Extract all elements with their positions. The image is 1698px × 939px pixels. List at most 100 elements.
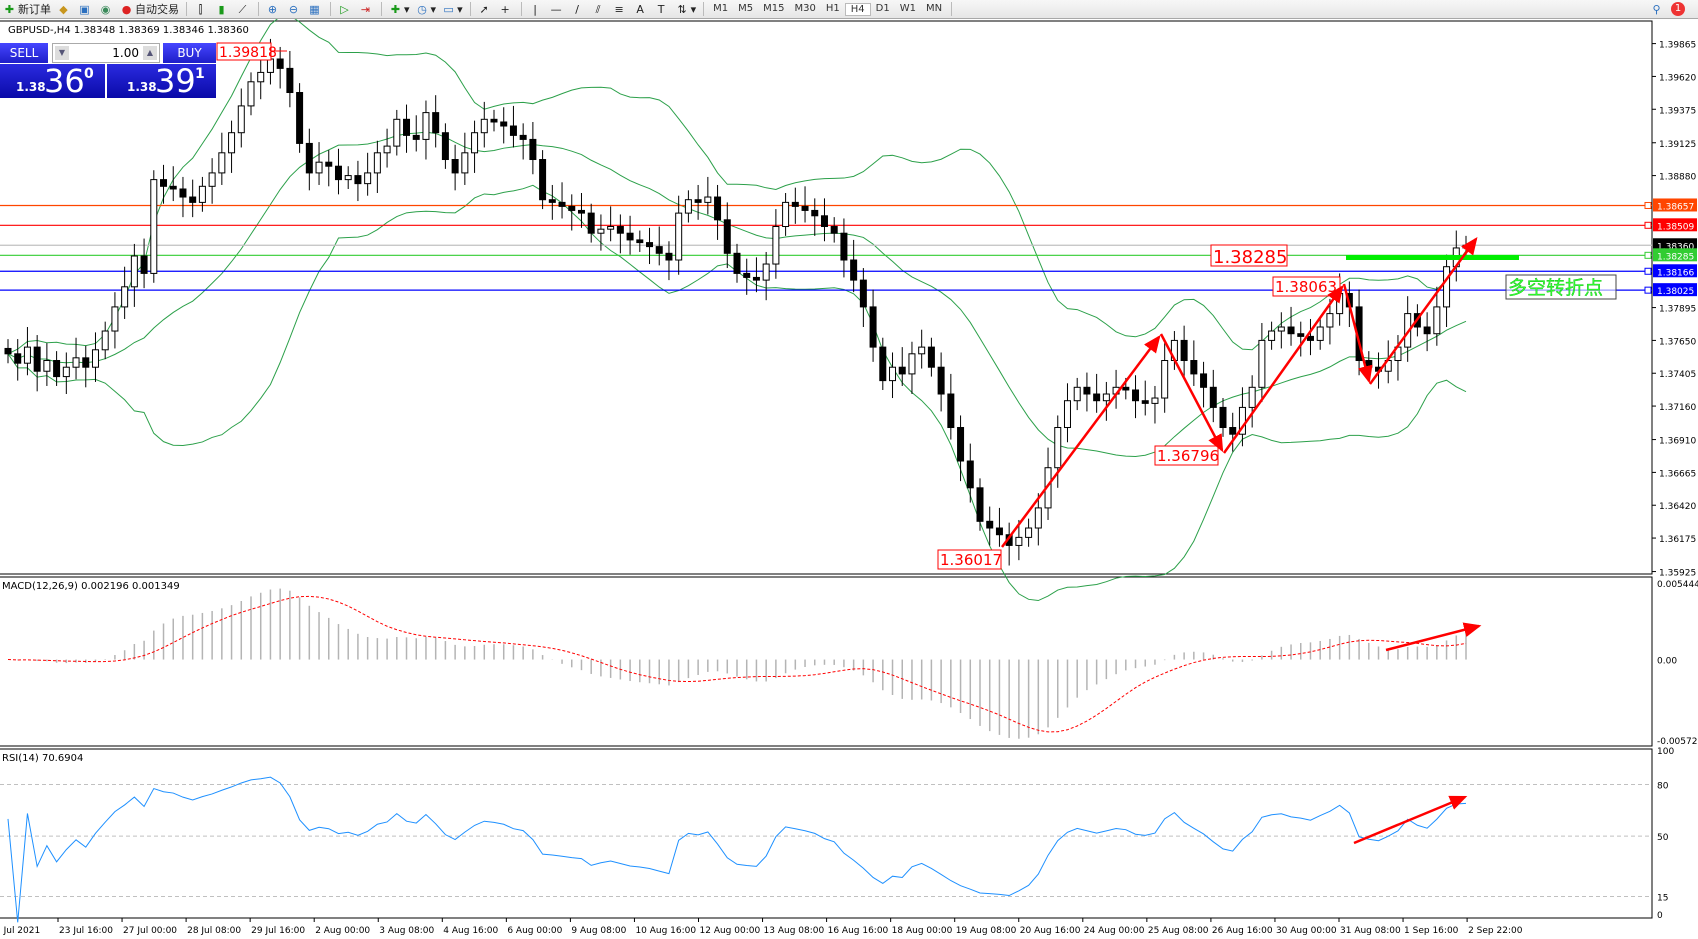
zoom-in-button[interactable]: ⊕ [263, 1, 284, 17]
high-label: 1.39818 [219, 45, 277, 61]
bear-candle [947, 393, 955, 429]
chart-shift-button[interactable]: ⇥ [356, 1, 377, 17]
pivot-green-bar[interactable] [1346, 255, 1519, 260]
macd-arrow[interactable] [1385, 622, 1482, 652]
text-button[interactable]: A [631, 1, 652, 17]
crosshair-button[interactable]: + [496, 1, 517, 17]
channel-button[interactable]: ⫽ [589, 1, 610, 17]
hline-handle[interactable] [1644, 267, 1652, 275]
bull-candle [198, 185, 206, 203]
divider [520, 2, 522, 16]
bear-candle [665, 252, 673, 261]
time-tick-label: 20 Aug 16:00 [1020, 926, 1081, 936]
arrow-down-2[interactable] [1342, 283, 1373, 384]
periods-button[interactable]: ◷ ▾ [417, 2, 437, 16]
metaeditor-button[interactable]: ◆ [54, 1, 75, 17]
terminal-button[interactable]: ▣ [75, 1, 96, 17]
bear-candle [500, 121, 508, 127]
lot-size-value[interactable]: 1.00 [112, 46, 139, 60]
bear-candle [1423, 326, 1431, 335]
time-tick-label: 18 Aug 00:00 [892, 926, 953, 936]
fibonacci-button[interactable]: ≡ [610, 1, 631, 17]
decrease-lot-icon[interactable]: ▼ [55, 46, 69, 60]
indicators-button[interactable]: ✚ ▾ [390, 2, 410, 16]
swing-low-box[interactable] [1154, 445, 1219, 466]
line-chart-button[interactable]: ⟋ [233, 1, 254, 17]
signals-button[interactable]: ◉ [96, 1, 117, 17]
hline-handle[interactable] [1644, 251, 1652, 259]
candle-chart-button[interactable]: ▮ [212, 1, 233, 17]
tile-windows-button[interactable]: ▦ [305, 1, 326, 17]
auto-trading-button[interactable]: ● 自动交易 [117, 1, 182, 17]
timeframe-m15[interactable]: M15 [763, 2, 785, 14]
buy-price[interactable]: 1.38 39 1 [107, 62, 216, 100]
bear-candle [412, 134, 420, 140]
hline-handle[interactable] [1644, 286, 1652, 294]
hline-price-label: 1.38025 [1657, 287, 1694, 297]
cursor-button[interactable]: ➚ [475, 1, 496, 17]
timeframe-m1[interactable]: M1 [713, 2, 729, 14]
turning-point-box[interactable] [1505, 274, 1617, 300]
timeframe-h4[interactable]: H4 [844, 2, 871, 16]
rsi-indicator: 100 80 50 15 0 [7, 747, 1674, 923]
bull-candle [1034, 507, 1042, 529]
rsi-arrow[interactable] [1353, 795, 1468, 845]
timeframe-m5[interactable]: M5 [738, 2, 754, 14]
arrow-up-2[interactable] [1222, 284, 1344, 454]
timeframe-w1[interactable]: W1 [899, 2, 916, 14]
sell-button[interactable]: SELL [0, 43, 48, 63]
bear-candle [33, 346, 41, 372]
price-tick-label: 1.35925 [1659, 569, 1696, 579]
trend-arrows[interactable] [1000, 236, 1482, 845]
time-tick-label: 2 Jul 2021 [0, 926, 40, 936]
templates-button[interactable]: ▭ ▾ [443, 2, 463, 16]
notifications-button[interactable]: 1 [1668, 1, 1688, 17]
bar-chart-button[interactable]: ⫿ [191, 1, 212, 17]
text-label-button[interactable]: T [652, 1, 673, 17]
time-tick-label: 24 Aug 00:00 [1084, 926, 1145, 936]
bull-candle [1316, 326, 1324, 341]
search-button[interactable]: ⚲ [1647, 1, 1668, 17]
bear-candle [529, 138, 537, 161]
low-label-box[interactable] [937, 549, 1002, 570]
line-chart-icon: ⟋ [238, 2, 247, 16]
bull-candle [266, 58, 274, 73]
crosshair-icon: + [500, 2, 510, 16]
bull-candle [208, 172, 216, 187]
arrow-up-1[interactable] [1000, 334, 1161, 548]
zoom-out-button[interactable]: ⊖ [284, 1, 305, 17]
timeframe-m30[interactable]: M30 [794, 2, 816, 14]
arrows-button[interactable]: ⇅ ▾ [677, 2, 697, 16]
timeframe-h1[interactable]: H1 [825, 2, 840, 14]
bear-candle [568, 205, 576, 211]
price-tick-label: 1.37160 [1659, 403, 1696, 413]
time-tick-label: 29 Jul 16:00 [251, 926, 305, 936]
sell-price[interactable]: 1.38 36 0 [0, 62, 105, 100]
hline-handle[interactable] [1644, 201, 1652, 209]
lot-size-stepper[interactable]: ▼ 1.00 ▲ [52, 43, 160, 63]
high-label-box[interactable] [216, 42, 272, 61]
increase-lot-icon[interactable]: ▲ [143, 46, 157, 60]
pivot-label-box[interactable] [1210, 244, 1288, 267]
auto-scroll-button[interactable]: ▷ [335, 1, 356, 17]
divider [469, 2, 471, 16]
arrow-down-1[interactable] [1159, 333, 1224, 453]
bear-candle [811, 209, 819, 217]
bull-candle [228, 132, 236, 154]
trendline-button[interactable]: / [568, 1, 589, 17]
timeframe-d1[interactable]: D1 [875, 2, 890, 14]
horizontal-lines[interactable]: 1.386571.385091.383601.382851.381661.380… [0, 198, 1697, 297]
timeframe-mn[interactable]: MN [925, 2, 943, 14]
bear-candle [1287, 326, 1295, 335]
buy-button[interactable]: BUY [163, 43, 216, 63]
price-tick-label: 1.38880 [1659, 173, 1696, 183]
bull-candle [1025, 527, 1033, 538]
new-order-button[interactable]: ✚ 新订单 [0, 1, 54, 17]
bull-candle [597, 228, 605, 234]
hline-handle[interactable] [1644, 221, 1652, 229]
horizontal-line-button[interactable]: — [547, 1, 568, 17]
arrow-up-3[interactable] [1368, 236, 1478, 385]
sell-price-pips: 36 [44, 62, 85, 100]
vertical-line-button[interactable]: | [526, 1, 547, 17]
